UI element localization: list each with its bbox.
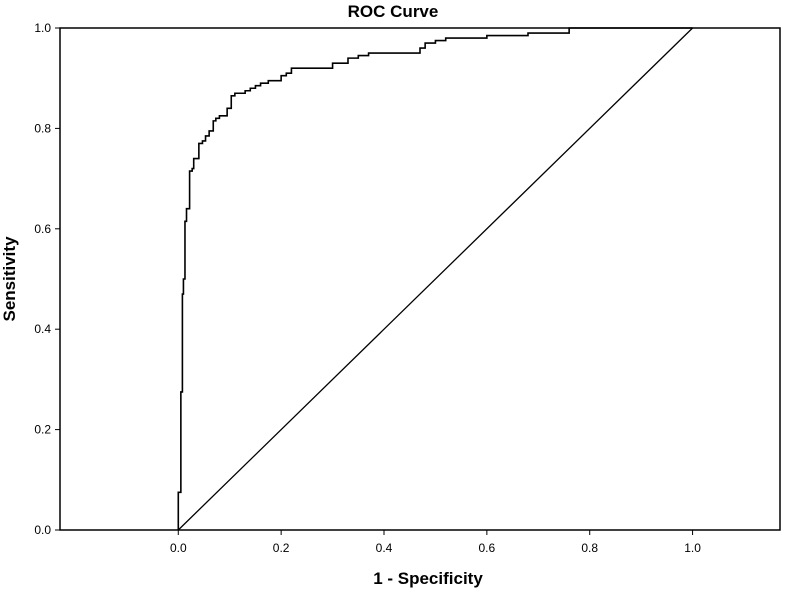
roc-point bbox=[209, 130, 210, 131]
roc-point bbox=[281, 75, 282, 76]
x-tick-label: 0.6 bbox=[479, 541, 496, 555]
y-tick-label: 0.2 bbox=[34, 423, 51, 437]
roc-point bbox=[569, 32, 570, 33]
roc-point bbox=[192, 170, 193, 171]
roc-point bbox=[569, 27, 570, 28]
roc-point bbox=[435, 42, 436, 43]
y-tick-label: 0.6 bbox=[34, 222, 51, 236]
x-tick-label: 0.4 bbox=[376, 541, 393, 555]
roc-point bbox=[358, 58, 359, 59]
roc-point bbox=[368, 55, 369, 56]
roc-point bbox=[186, 221, 187, 222]
roc-point bbox=[445, 40, 446, 41]
roc-point bbox=[260, 83, 261, 84]
roc-point bbox=[245, 93, 246, 94]
y-axis-ticks: 0.0 0.2 0.4 0.6 0.8 1.0 bbox=[34, 21, 60, 537]
roc-point bbox=[219, 118, 220, 119]
roc-point bbox=[189, 208, 190, 209]
x-tick-label: 1.0 bbox=[684, 541, 701, 555]
x-tick-label: 0.0 bbox=[170, 541, 187, 555]
chart-title: ROC Curve bbox=[348, 2, 439, 21]
roc-point bbox=[286, 73, 287, 74]
roc-point bbox=[180, 391, 181, 392]
roc-point bbox=[213, 130, 214, 131]
roc-point bbox=[227, 115, 228, 116]
roc-point bbox=[358, 55, 359, 56]
roc-point bbox=[692, 27, 693, 28]
roc-point bbox=[245, 90, 246, 91]
roc-point bbox=[234, 95, 235, 96]
roc-point bbox=[182, 293, 183, 294]
y-tick-label: 1.0 bbox=[34, 21, 51, 35]
roc-point bbox=[250, 90, 251, 91]
y-axis-label: Sensitivity bbox=[0, 236, 19, 322]
roc-point bbox=[332, 68, 333, 69]
roc-point bbox=[178, 492, 179, 493]
roc-point bbox=[189, 170, 190, 171]
roc-point bbox=[205, 135, 206, 136]
roc-point bbox=[193, 168, 194, 169]
plot-frame bbox=[59, 27, 781, 531]
roc-point bbox=[445, 37, 446, 38]
roc-point bbox=[193, 158, 194, 159]
roc-point bbox=[184, 221, 185, 222]
x-axis-ticks: 0.0 0.2 0.4 0.6 0.8 1.0 bbox=[170, 530, 701, 555]
roc-point bbox=[182, 391, 183, 392]
roc-point bbox=[268, 83, 269, 84]
roc-point bbox=[186, 208, 187, 209]
roc-point bbox=[183, 293, 184, 294]
roc-point bbox=[250, 88, 251, 89]
roc-point bbox=[183, 278, 184, 279]
roc-point bbox=[198, 143, 199, 144]
y-tick-label: 0.8 bbox=[34, 121, 51, 135]
roc-curve-line bbox=[177, 27, 693, 530]
roc-point bbox=[202, 140, 203, 141]
roc-point bbox=[219, 115, 220, 116]
roc-point bbox=[347, 58, 348, 59]
roc-point bbox=[198, 158, 199, 159]
x-tick-label: 0.8 bbox=[581, 541, 598, 555]
roc-point bbox=[425, 42, 426, 43]
reference-diagonal-line bbox=[177, 27, 694, 531]
roc-point bbox=[255, 88, 256, 89]
roc-point bbox=[234, 93, 235, 94]
roc-point bbox=[527, 35, 528, 36]
roc-point bbox=[291, 68, 292, 69]
roc-point bbox=[209, 135, 210, 136]
x-axis-label: 1 - Specificity bbox=[373, 569, 483, 588]
roc-point bbox=[281, 80, 282, 81]
roc-point bbox=[332, 63, 333, 64]
roc-point bbox=[231, 108, 232, 109]
roc-point bbox=[213, 120, 214, 121]
roc-point bbox=[268, 80, 269, 81]
roc-point bbox=[227, 108, 228, 109]
roc-point bbox=[368, 53, 369, 54]
roc-point bbox=[291, 73, 292, 74]
y-tick-label: 0.0 bbox=[34, 523, 51, 537]
roc-point bbox=[192, 168, 193, 169]
roc-point bbox=[425, 47, 426, 48]
roc-point bbox=[527, 32, 528, 33]
roc-point bbox=[202, 143, 203, 144]
roc-point bbox=[419, 53, 420, 54]
roc-point bbox=[205, 140, 206, 141]
roc-point bbox=[215, 118, 216, 119]
roc-point bbox=[215, 120, 216, 121]
roc-point bbox=[347, 63, 348, 64]
x-tick-label: 0.2 bbox=[273, 541, 290, 555]
roc-point bbox=[486, 37, 487, 38]
roc-point bbox=[486, 35, 487, 36]
y-tick-label: 0.4 bbox=[34, 322, 51, 336]
roc-point bbox=[231, 95, 232, 96]
roc-point bbox=[184, 278, 185, 279]
roc-point bbox=[255, 85, 256, 86]
roc-point bbox=[286, 75, 287, 76]
roc-point bbox=[260, 85, 261, 86]
roc-point bbox=[435, 40, 436, 41]
roc-point bbox=[419, 47, 420, 48]
roc-point bbox=[180, 492, 181, 493]
roc-point bbox=[178, 529, 179, 530]
